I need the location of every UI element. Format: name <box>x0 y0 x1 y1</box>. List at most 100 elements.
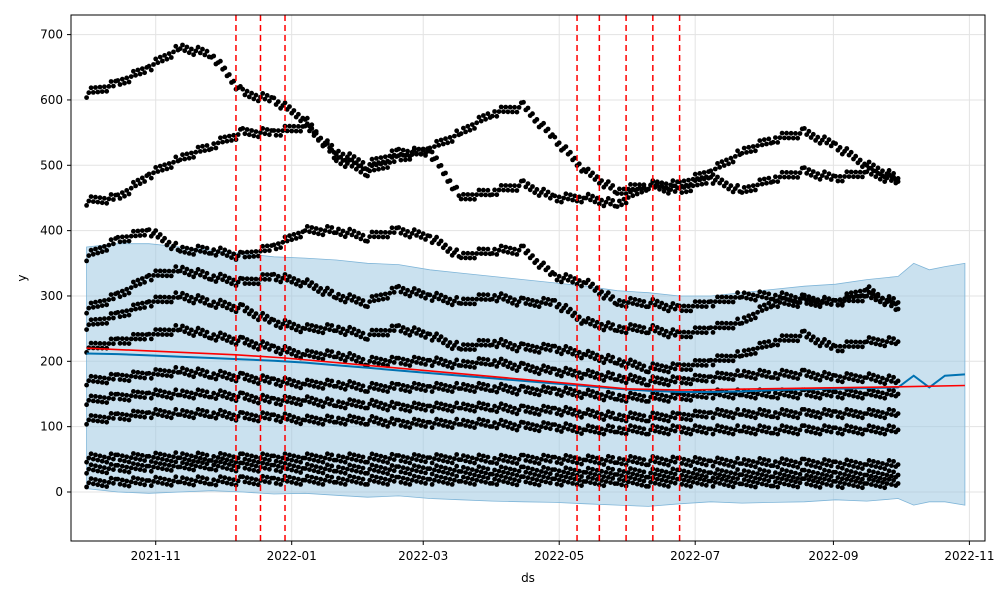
observation-point <box>242 396 248 401</box>
observation-point <box>570 481 575 486</box>
observation-point <box>160 372 165 378</box>
observation-point <box>574 281 580 287</box>
observation-point <box>472 389 477 394</box>
observation-point <box>724 371 729 377</box>
observation-point <box>180 365 185 371</box>
observation-point <box>182 48 188 54</box>
observation-point <box>692 171 698 177</box>
observation-point <box>115 372 121 377</box>
observation-point <box>191 415 197 421</box>
observation-point <box>122 313 127 319</box>
observation-point <box>347 151 353 157</box>
observation-point <box>779 333 785 339</box>
observation-point <box>119 411 125 417</box>
tick-layer: 2021-11 2022-01 2022-03 2022-05 2022-07 2022-… <box>40 28 994 563</box>
observation-point <box>766 300 772 306</box>
observation-point <box>253 92 259 98</box>
observation-point <box>253 341 259 346</box>
observation-point <box>461 358 466 364</box>
observation-point <box>195 474 201 480</box>
observation-point <box>530 454 535 460</box>
observation-point <box>599 478 604 483</box>
observation-point <box>242 340 248 346</box>
observation-point <box>777 174 783 180</box>
observation-point <box>576 478 582 483</box>
observation-point <box>275 377 281 383</box>
observation-point <box>864 339 870 345</box>
observation-point <box>634 472 640 478</box>
observation-point <box>309 463 315 468</box>
observation-point <box>478 386 484 391</box>
observation-point <box>151 411 156 416</box>
observation-point <box>452 467 457 473</box>
observation-point <box>703 430 709 436</box>
observation-point <box>514 348 520 354</box>
observation-point <box>721 413 727 419</box>
observation-point <box>429 389 435 394</box>
x-tick-label: 2022-07 <box>670 549 720 563</box>
observation-point <box>592 472 598 477</box>
observation-point <box>126 238 132 244</box>
observation-point <box>565 470 571 476</box>
observation-point <box>398 387 404 392</box>
observation-point <box>719 177 725 183</box>
observation-point <box>327 229 332 235</box>
observation-point <box>135 389 141 395</box>
observation-point <box>746 347 752 353</box>
observation-point <box>193 391 199 397</box>
observation-point <box>389 354 395 360</box>
observation-point <box>338 385 344 391</box>
observation-point <box>153 268 159 274</box>
observation-point <box>641 184 647 190</box>
observation-point <box>492 109 497 114</box>
observation-point <box>543 409 549 414</box>
observation-point <box>692 325 698 331</box>
observation-point <box>151 464 156 470</box>
observation-point <box>411 416 417 422</box>
observation-point <box>489 424 495 429</box>
observation-point <box>819 173 825 179</box>
observation-point <box>267 457 272 463</box>
observation-point <box>784 333 789 339</box>
observation-point <box>886 476 892 482</box>
observation-point <box>197 392 203 398</box>
observation-point <box>280 347 286 353</box>
observation-point <box>164 332 170 337</box>
observation-point <box>242 465 248 471</box>
observation-point <box>728 426 734 432</box>
observation-point <box>875 425 881 431</box>
observation-point <box>231 277 237 283</box>
observation-point <box>463 347 468 352</box>
observation-point <box>559 351 564 357</box>
observation-point <box>195 293 201 298</box>
observation-point <box>226 133 232 139</box>
observation-point <box>115 391 121 397</box>
observation-point <box>492 467 497 473</box>
observation-point <box>215 463 221 469</box>
observation-point <box>839 431 845 437</box>
observation-point <box>218 368 223 374</box>
observation-point <box>663 393 669 399</box>
observation-point <box>860 395 865 401</box>
observation-point <box>160 299 165 305</box>
observation-point <box>287 395 292 400</box>
observation-point <box>875 170 881 176</box>
observation-point <box>670 374 676 380</box>
observation-point <box>443 337 448 342</box>
observation-point <box>882 466 888 472</box>
observation-point <box>382 154 388 160</box>
observation-point <box>677 179 682 185</box>
observation-point <box>224 305 230 311</box>
observation-point <box>886 468 892 474</box>
observation-point <box>806 408 812 413</box>
observation-point <box>302 417 308 423</box>
observation-point <box>95 250 101 256</box>
observation-point <box>556 407 562 413</box>
observation-point <box>476 356 482 361</box>
observation-point <box>171 391 176 397</box>
observation-point <box>131 68 136 74</box>
observation-point <box>510 471 515 477</box>
observation-point <box>654 298 660 304</box>
observation-point <box>213 279 219 284</box>
observation-point <box>478 251 484 256</box>
